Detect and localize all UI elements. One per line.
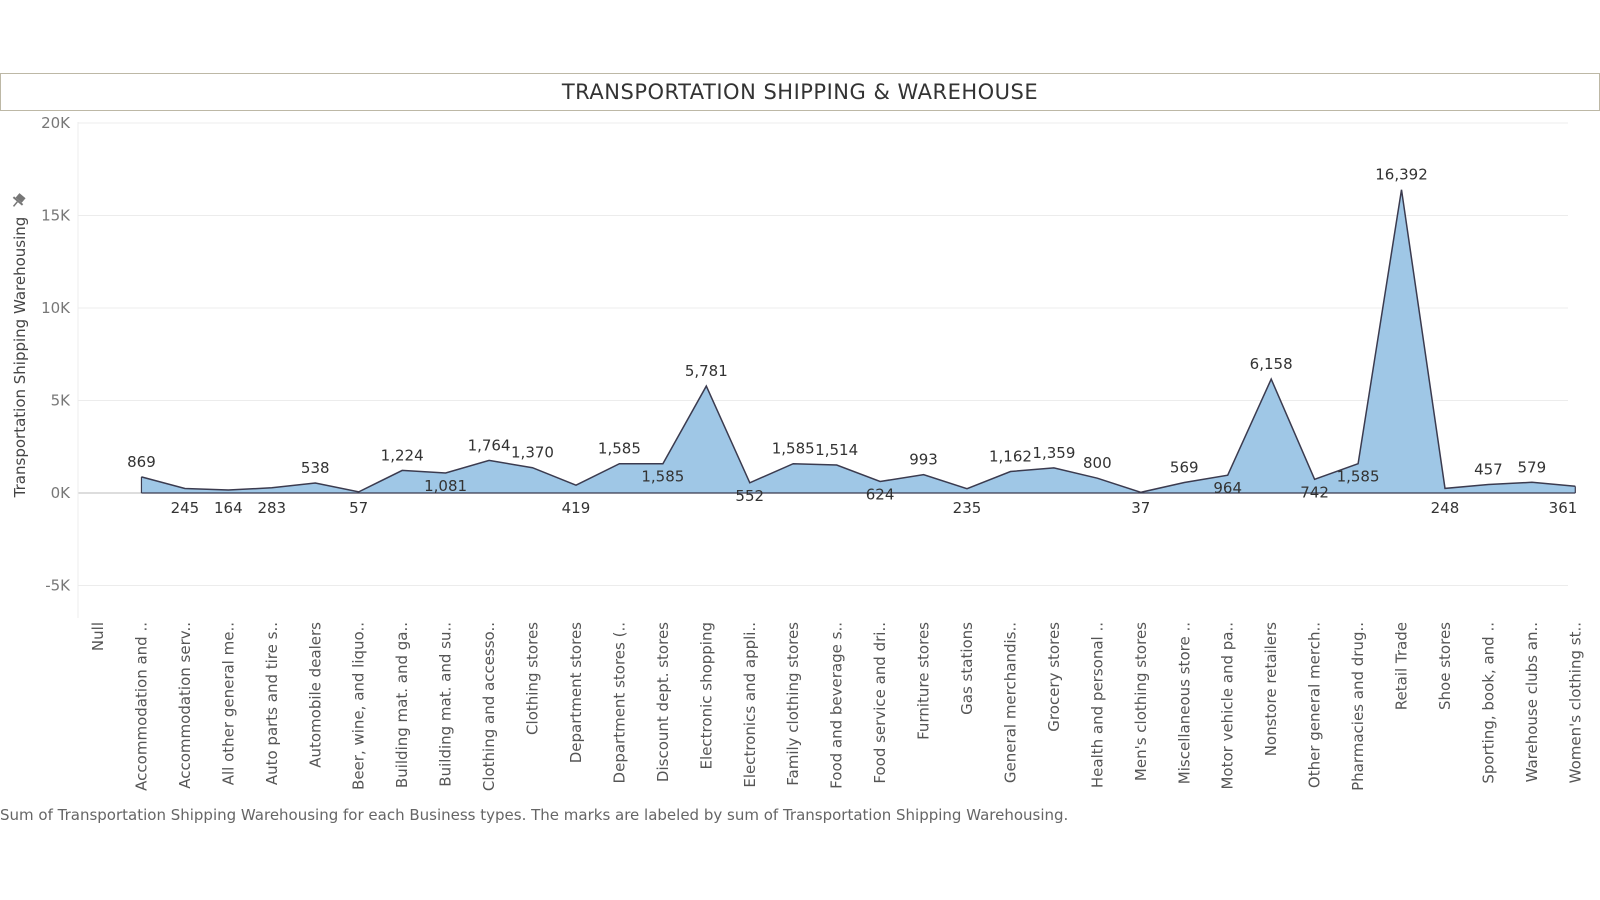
area-line — [141, 189, 1576, 494]
x-tick-label: Retail Trade — [1393, 622, 1411, 710]
data-label: 624 — [866, 485, 895, 503]
data-label: 1,359 — [1032, 444, 1075, 462]
data-label: 1,224 — [381, 446, 424, 464]
gridlines — [77, 122, 1568, 618]
data-label: 800 — [1083, 454, 1112, 472]
data-label: 569 — [1170, 458, 1199, 476]
data-label: 1,585 — [641, 468, 684, 486]
y-tick-label: 0K — [51, 484, 72, 502]
x-tick-label: Health and personal .. — [1088, 622, 1106, 788]
x-tick-label: General merchandis.. — [1002, 622, 1020, 783]
x-tick-label: Electronics and appli.. — [741, 622, 759, 788]
pin-icon[interactable] — [9, 192, 27, 210]
x-tick-label: Motor vehicle and pa.. — [1219, 622, 1237, 790]
data-label: 283 — [257, 499, 286, 517]
x-tick-label: Miscellaneous store .. — [1175, 622, 1193, 784]
data-label: 1,162 — [989, 448, 1032, 466]
x-tick-label: Nonstore retailers — [1262, 622, 1280, 756]
data-label: 235 — [953, 499, 982, 517]
x-tick-label: Sporting, book, and .. — [1479, 622, 1497, 784]
x-tick-label: Beer, wine, and liquo.. — [350, 622, 368, 790]
data-label: 419 — [562, 499, 591, 517]
x-tick-label: Automobile dealers — [306, 622, 324, 768]
x-tick-label: Furniture stores — [915, 622, 933, 740]
y-tick-label: 20K — [41, 114, 71, 132]
data-label: 245 — [171, 499, 200, 517]
data-label: 869 — [127, 453, 156, 471]
x-tick-label: Discount dept. stores — [654, 622, 672, 782]
x-tick-label: Gas stations — [958, 622, 976, 715]
data-label: 538 — [301, 459, 330, 477]
x-tick-label: Accommodation serv.. — [176, 622, 194, 789]
x-tick-label: Food service and dri.. — [871, 622, 889, 784]
y-axis-title: Transportation Shipping Warehousing — [11, 217, 29, 499]
x-tick-label: Department stores (.. — [610, 622, 628, 783]
y-tick-label: 5K — [51, 392, 72, 410]
chart-title: TRANSPORTATION SHIPPING & WAREHOUSE — [561, 80, 1039, 104]
data-label: 964 — [1213, 479, 1242, 497]
x-axis-ticks: Null Accommodation and .. Accommodation se… — [89, 622, 1584, 791]
data-label: 361 — [1549, 499, 1578, 517]
x-tick-label: Clothing stores — [524, 622, 542, 735]
area-series — [140, 189, 1576, 494]
x-tick-label: All other general me.. — [219, 622, 237, 785]
data-label: 37 — [1131, 499, 1150, 517]
data-label: 57 — [349, 499, 368, 517]
data-label: 1,764 — [468, 436, 511, 454]
y-axis-title-group: Transportation Shipping Warehousing — [11, 217, 29, 499]
data-label: 579 — [1518, 458, 1547, 476]
data-label: 457 — [1474, 461, 1503, 479]
data-label: 16,392 — [1375, 166, 1428, 184]
x-tick-label: Clothing and accesso.. — [480, 622, 498, 791]
y-tick-label: -5K — [45, 577, 71, 595]
data-label: 1,081 — [424, 477, 467, 495]
x-tick-label: Men's clothing stores — [1132, 622, 1150, 781]
y-tick-label: 15K — [41, 207, 71, 225]
x-tick-label: Women's clothing st.. — [1566, 622, 1584, 783]
data-label: 6,158 — [1250, 355, 1293, 373]
chart-caption: Sum of Transportation Shipping Warehousi… — [0, 806, 1069, 824]
data-label: 552 — [735, 487, 764, 505]
data-label: 742 — [1300, 483, 1329, 501]
x-tick-label: Grocery stores — [1045, 622, 1063, 732]
data-label: 1,585 — [598, 440, 641, 458]
chart-title-box: TRANSPORTATION SHIPPING & WAREHOUSE — [0, 73, 1600, 111]
x-tick-label: Other general merch.. — [1306, 622, 1324, 788]
x-tick-label: Pharmacies and drug.. — [1349, 622, 1367, 791]
x-tick-label: Accommodation and .. — [132, 622, 150, 791]
x-tick-label: Electronic shopping — [697, 622, 715, 769]
data-label: 5,781 — [685, 362, 728, 380]
x-tick-label: Warehouse clubs an.. — [1523, 622, 1541, 782]
x-tick-label: Building mat. and ga.. — [393, 622, 411, 788]
x-tick-label: Shoe stores — [1436, 622, 1454, 710]
x-tick-label: Null — [89, 622, 107, 651]
x-tick-label: Food and beverage s.. — [828, 622, 846, 789]
y-axis-ticks: -5K 0K 5K 10K 15K 20K — [41, 114, 71, 595]
data-label: 164 — [214, 499, 243, 517]
data-label: 1,585 — [1337, 468, 1380, 486]
x-tick-label: Family clothing stores — [784, 622, 802, 786]
x-tick-label: Building mat. and su.. — [437, 622, 455, 787]
data-label: 248 — [1431, 499, 1460, 517]
data-label: 1,514 — [815, 441, 858, 459]
data-label: 993 — [909, 451, 938, 469]
x-tick-label: Auto parts and tire s.. — [263, 622, 281, 785]
x-tick-label: Department stores — [567, 622, 585, 763]
y-tick-label: 10K — [41, 299, 71, 317]
data-label: 1,585 — [772, 440, 815, 458]
area-fill — [141, 189, 1576, 493]
data-label: 1,370 — [511, 444, 554, 462]
